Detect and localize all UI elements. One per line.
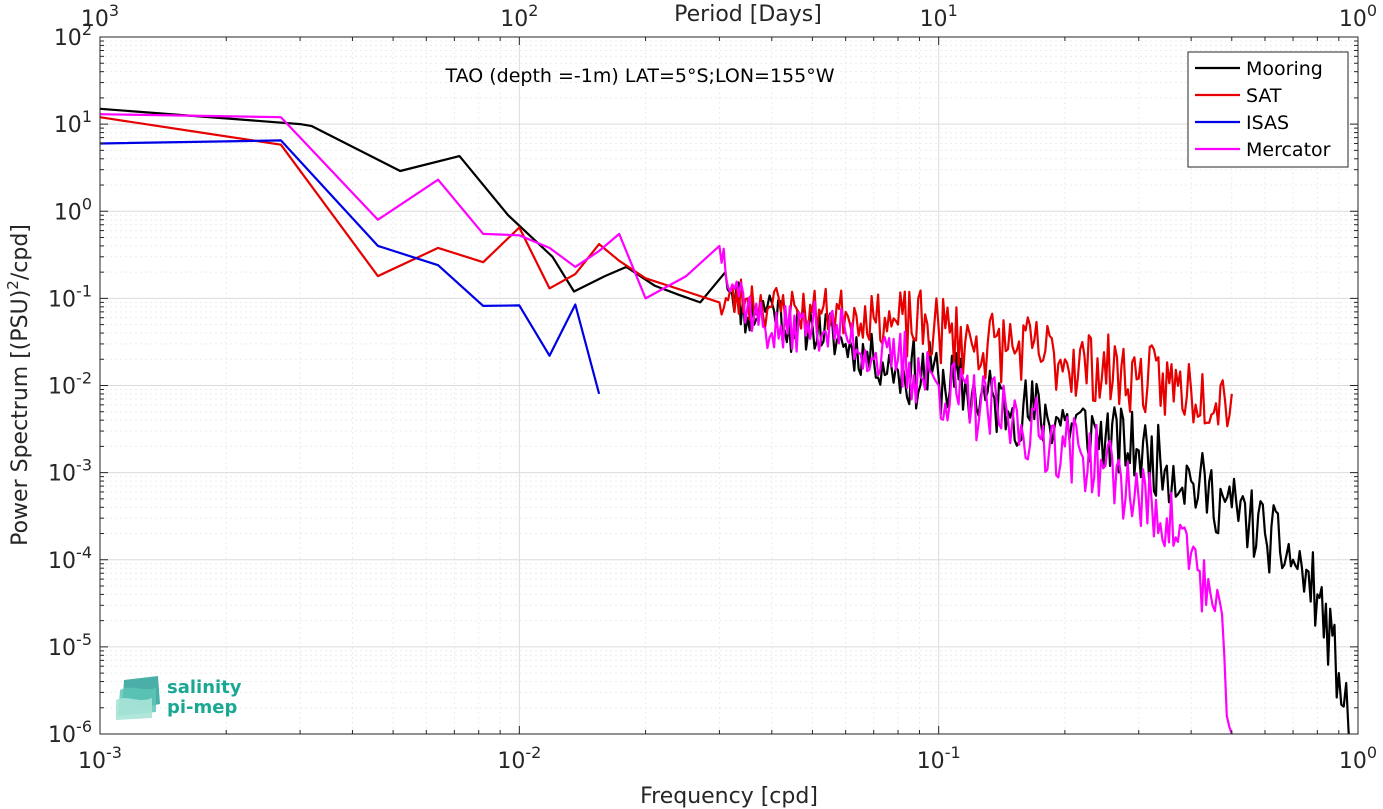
x-tick-label-exp: 0 (1367, 743, 1377, 762)
y-tick-label-exp: -4 (76, 543, 92, 562)
y-tick-label: 10-3 (48, 456, 92, 487)
top-axis-label: Period [Days] (674, 2, 822, 27)
y-axis-label-sup: 2 (4, 280, 22, 290)
x-tick-label-exp: -2 (525, 743, 541, 762)
legend-label-sat: SAT (1246, 85, 1282, 107)
chart-title: TAO (depth =-1m) LAT=5°S;LON=155°W (444, 65, 834, 87)
y-tick-label: 102 (54, 20, 92, 51)
top-tick-label-exp: 2 (528, 1, 538, 20)
tick-marks (99, 36, 1359, 735)
top-tick-label-exp: 3 (109, 1, 119, 20)
y-axis-label: Power Spectrum [(PSU)2/cpd] (4, 224, 33, 546)
y-tick-label-base: 10 (54, 113, 82, 138)
y-tick-label-exp: 0 (82, 194, 92, 213)
salinity-pi-mep-logo: salinity pi-mep (116, 676, 242, 720)
y-tick-label-exp: -6 (76, 717, 92, 736)
y-tick-label-base: 10 (54, 26, 82, 51)
x-tick-label-base: 10 (917, 749, 945, 774)
y-tick-label-exp: -2 (76, 369, 92, 388)
series-group (99, 107, 1350, 735)
y-tick-label: 100 (54, 194, 92, 225)
top-tick-label-exp: 1 (948, 1, 958, 20)
y-tick-label: 10-2 (48, 369, 92, 400)
y-tick-label-exp: -5 (76, 630, 92, 649)
top-tick-label: 100 (1339, 1, 1377, 32)
series-line-isas (99, 139, 601, 395)
top-tick-label-base: 10 (500, 7, 528, 32)
top-tick-label-base: 10 (1339, 7, 1367, 32)
series-line-mooring (99, 107, 1350, 735)
legend-label-isas: ISAS (1246, 112, 1289, 134)
y-tick-label-exp: -1 (76, 281, 92, 300)
y-tick-label: 10-1 (48, 281, 92, 312)
top-tick-label-base: 10 (920, 7, 948, 32)
x-tick-label-base: 10 (1339, 749, 1367, 774)
y-tick-label-exp: 1 (82, 107, 92, 126)
x-tick-label: 10-1 (917, 743, 961, 774)
x-tick-label-base: 10 (78, 749, 106, 774)
x-tick-label-base: 10 (497, 749, 525, 774)
top-tick-label: 102 (500, 1, 538, 32)
x-axis-label: Frequency [cpd] (640, 784, 818, 809)
x-tick-label: 100 (1339, 743, 1377, 774)
grid (99, 37, 1358, 735)
y-axis-label-tail: /cpd] (8, 224, 33, 280)
legend-box (1187, 51, 1349, 168)
series-line-mercator (99, 113, 1233, 735)
y-tick-label-exp: 2 (82, 20, 92, 39)
y-tick-label-base: 10 (48, 462, 76, 487)
y-tick-label-exp: -3 (76, 456, 92, 475)
top-tick-label-base: 10 (81, 7, 109, 32)
y-tick-label: 10-5 (48, 630, 92, 661)
y-tick-label-base: 10 (48, 375, 76, 400)
legend-label-mercator: Mercator (1246, 139, 1331, 161)
x-tick-label-exp: -1 (945, 743, 961, 762)
top-tick-label-exp: 0 (1367, 1, 1377, 20)
x-tick-label-exp: -3 (106, 743, 122, 762)
y-tick-label-base: 10 (54, 200, 82, 225)
x-tick-label: 10-2 (497, 743, 541, 774)
logo-text-salinity: salinity (167, 677, 242, 698)
y-tick-label-base: 10 (48, 723, 76, 748)
y-tick-label: 101 (54, 107, 92, 138)
legend: Mooring SAT ISAS Mercator (1187, 51, 1349, 168)
y-tick-label-base: 10 (48, 636, 76, 661)
y-tick-label-base: 10 (48, 287, 76, 312)
y-axis-label-main: Power Spectrum [(PSU) (8, 290, 33, 546)
x-tick-label: 10-3 (78, 743, 122, 774)
y-tick-label: 10-6 (48, 717, 92, 748)
y-tick-label-base: 10 (48, 549, 76, 574)
y-tick-label: 10-4 (48, 543, 92, 574)
logo-text-pi-mep: pi-mep (167, 697, 237, 718)
top-tick-label: 101 (920, 1, 958, 32)
legend-label-mooring: Mooring (1246, 58, 1323, 80)
logo-wave-front (116, 698, 152, 720)
top-tick-label: 103 (81, 1, 119, 32)
